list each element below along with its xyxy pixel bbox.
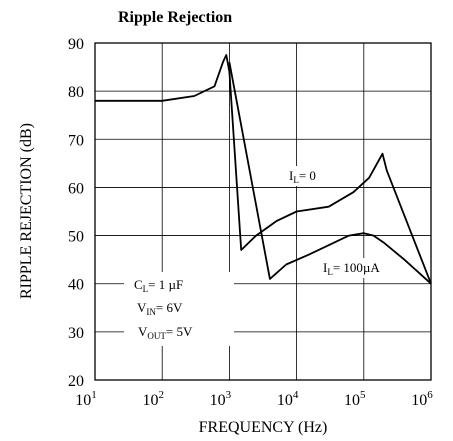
y-tick-label: 90	[68, 36, 84, 53]
annotation-cl: CL= 1 µF	[134, 277, 183, 294]
series-line-1	[228, 62, 432, 285]
x-axis-label: FREQUENCY (Hz)	[199, 419, 328, 436]
series-line-0	[95, 54, 432, 285]
series-label-il-100ua: IL= 100µA	[323, 260, 380, 277]
series-lines	[95, 54, 432, 285]
y-tick-label: 40	[68, 277, 84, 294]
y-tick-label: 60	[68, 180, 84, 197]
x-tick-label: 101	[75, 389, 97, 409]
y-tick-label: 20	[68, 373, 84, 390]
annotation-box	[124, 272, 234, 346]
x-tick-label: 104	[277, 389, 299, 409]
y-tick-label: 80	[68, 84, 84, 101]
y-axis-label: RIPPLE REJECTION (dB)	[18, 123, 35, 299]
chart-title: Ripple Rejection	[118, 9, 232, 26]
annotation-vout: VOUT= 5V	[138, 324, 193, 341]
series-label-bg-il-100ua	[316, 258, 400, 278]
y-tick-label: 30	[68, 325, 84, 342]
x-tick-label: 106	[411, 389, 433, 409]
y-tick-label: 70	[68, 132, 84, 149]
x-tick-label: 105	[344, 389, 366, 409]
x-tick-label: 102	[142, 389, 164, 409]
y-tick-labels: 20 30 40 50 60 70 80 90	[68, 36, 84, 390]
series-label-il-0: IL= 0	[289, 168, 316, 185]
series-label-bg-il-0	[282, 166, 324, 186]
x-tick-labels: 101 102 103 104 105 106	[75, 389, 433, 409]
plot-frame	[94, 42, 432, 381]
annotation-vin: VIN= 6V	[137, 300, 183, 317]
x-tick-label: 103	[210, 389, 232, 409]
y-tick-label: 50	[68, 229, 84, 246]
